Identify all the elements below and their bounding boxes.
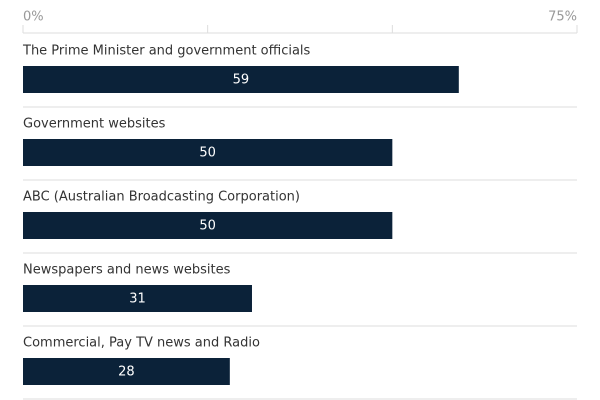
value-label: 50 bbox=[199, 146, 216, 161]
category-label: ABC (Australian Broadcasting Corporation… bbox=[23, 190, 300, 205]
bar bbox=[23, 66, 459, 93]
category-label: Commercial, Pay TV news and Radio bbox=[23, 336, 260, 351]
category-label: Government websites bbox=[23, 117, 166, 132]
value-label: 28 bbox=[118, 365, 135, 380]
category-label: Newspapers and news websites bbox=[23, 263, 231, 278]
x-tick-label: 75% bbox=[548, 10, 577, 25]
bar bbox=[23, 358, 230, 385]
bar bbox=[23, 139, 393, 166]
value-label: 50 bbox=[199, 219, 216, 234]
category-label: The Prime Minister and government offici… bbox=[22, 44, 311, 59]
bar bbox=[23, 212, 393, 239]
value-label: 31 bbox=[129, 292, 146, 307]
value-label: 59 bbox=[233, 73, 250, 88]
bar bbox=[23, 285, 252, 312]
x-tick-label: 0% bbox=[23, 10, 44, 25]
